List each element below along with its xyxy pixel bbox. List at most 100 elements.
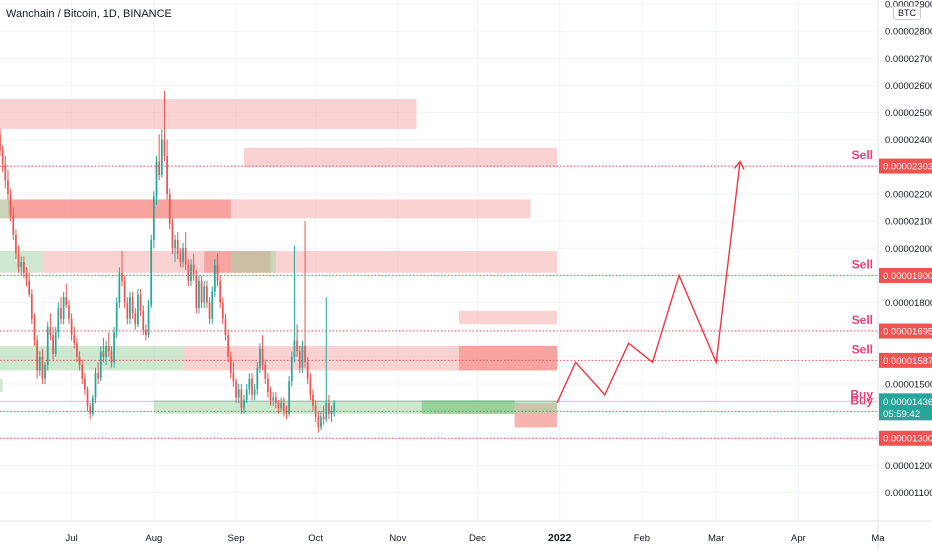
y-tick-label: 0.00002600 <box>885 81 932 92</box>
y-tick-label: 0.00002500 <box>885 108 932 119</box>
candle-body <box>261 348 264 365</box>
candle-body <box>333 402 336 412</box>
candle-body <box>243 400 245 409</box>
candle-body <box>113 332 115 363</box>
x-tick-label: Jul <box>66 533 78 544</box>
candle-body <box>152 196 155 241</box>
level-lines: Sell Sell Sell Sell Buy <box>0 148 878 439</box>
price-tag <box>879 158 932 174</box>
candle-body <box>118 272 121 303</box>
candle-body <box>131 297 134 314</box>
y-tick-label: 0.00001200 <box>885 461 932 472</box>
candle-body <box>293 340 296 357</box>
x-tick-label: Oct <box>308 533 323 544</box>
supply-zone <box>42 251 558 273</box>
price-tags: 0.00002303 0.00001900 0.00001695 0.00001587… <box>850 158 932 446</box>
candle-body <box>137 294 139 325</box>
candle-body <box>259 348 261 368</box>
candle-body <box>20 261 23 268</box>
candle-body <box>7 180 9 195</box>
candle-body <box>68 305 70 319</box>
candle-body <box>44 364 46 379</box>
candle-body <box>60 307 62 319</box>
price-tag-label: 0.00002303 <box>883 162 932 173</box>
x-tick-label: Mar <box>708 533 724 544</box>
candle-body <box>328 402 330 414</box>
candle-body <box>41 356 44 379</box>
candle-body <box>89 405 92 414</box>
candle-body <box>221 302 224 319</box>
candle-body <box>232 373 235 382</box>
candle-body <box>0 134 1 151</box>
candle-body <box>81 364 84 379</box>
x-tick-label: Ma <box>871 533 885 544</box>
candle-body <box>76 343 78 357</box>
supply_strong-zone <box>7 199 231 219</box>
candle-body <box>134 313 137 325</box>
candle-body <box>86 389 89 406</box>
candle-body <box>275 397 277 403</box>
candle-body <box>97 373 100 379</box>
zones <box>0 99 558 428</box>
candle-body <box>198 280 200 308</box>
y-tick-label: 0.00002400 <box>885 135 932 146</box>
current-price-label: 0.00001436 <box>883 397 932 408</box>
price-tag <box>879 430 932 446</box>
candle-body <box>267 378 269 393</box>
projection-arrowhead <box>733 160 745 170</box>
candle-body <box>237 389 240 398</box>
candle-body <box>147 305 150 336</box>
candles <box>0 90 336 433</box>
candle-body <box>168 194 171 224</box>
candle-body <box>73 335 76 344</box>
candle-body <box>219 280 222 303</box>
x-tick-label: Sep <box>228 533 245 544</box>
price-tag-label: 0.00001300 <box>883 434 932 445</box>
candle-body <box>206 286 208 303</box>
candle-body <box>309 378 312 395</box>
candle-body <box>1 150 4 165</box>
demand_strong-zone <box>421 400 515 414</box>
candle-body <box>277 402 280 409</box>
y-tick-label: 0.00002800 <box>885 27 932 38</box>
candle-body <box>25 272 28 281</box>
candle-body <box>213 264 216 292</box>
x-tick-label: Aug <box>145 533 162 544</box>
candle-body <box>264 364 267 379</box>
supply-zone <box>458 310 558 325</box>
candle-body <box>187 264 190 281</box>
candle-body <box>280 402 283 409</box>
candle-body <box>184 248 187 265</box>
supply-zone <box>244 147 558 167</box>
candle-body <box>12 215 15 235</box>
candle-body <box>229 356 232 374</box>
candle-body <box>155 161 158 197</box>
y-tick-label: 0.00002100 <box>885 217 932 228</box>
candle-body <box>158 161 161 176</box>
candle-body <box>269 392 272 401</box>
candle-body <box>288 381 290 414</box>
candle-body <box>192 264 195 276</box>
price-tag <box>879 323 932 339</box>
candle-body <box>9 194 12 216</box>
currency-badge[interactable]: BTC <box>893 6 921 20</box>
candle-body <box>28 280 31 295</box>
candle-body <box>121 272 123 281</box>
x-tick-label: Dec <box>469 533 486 544</box>
level-label-sell: Sell <box>852 313 873 327</box>
candle-body <box>107 345 110 352</box>
x-tick-label: Nov <box>389 533 406 544</box>
level-label-sell: Sell <box>852 257 873 271</box>
candle-body <box>105 345 107 357</box>
candle-body <box>115 302 118 333</box>
candle-body <box>163 139 166 157</box>
candle-body <box>171 223 174 249</box>
y-tick-label: 0.00001800 <box>885 298 932 309</box>
candle-body <box>314 405 317 417</box>
candle-body <box>306 362 309 379</box>
candle-body <box>46 326 49 365</box>
candle-body <box>91 397 94 414</box>
demand-zone <box>0 199 11 219</box>
candle-body <box>301 345 304 368</box>
